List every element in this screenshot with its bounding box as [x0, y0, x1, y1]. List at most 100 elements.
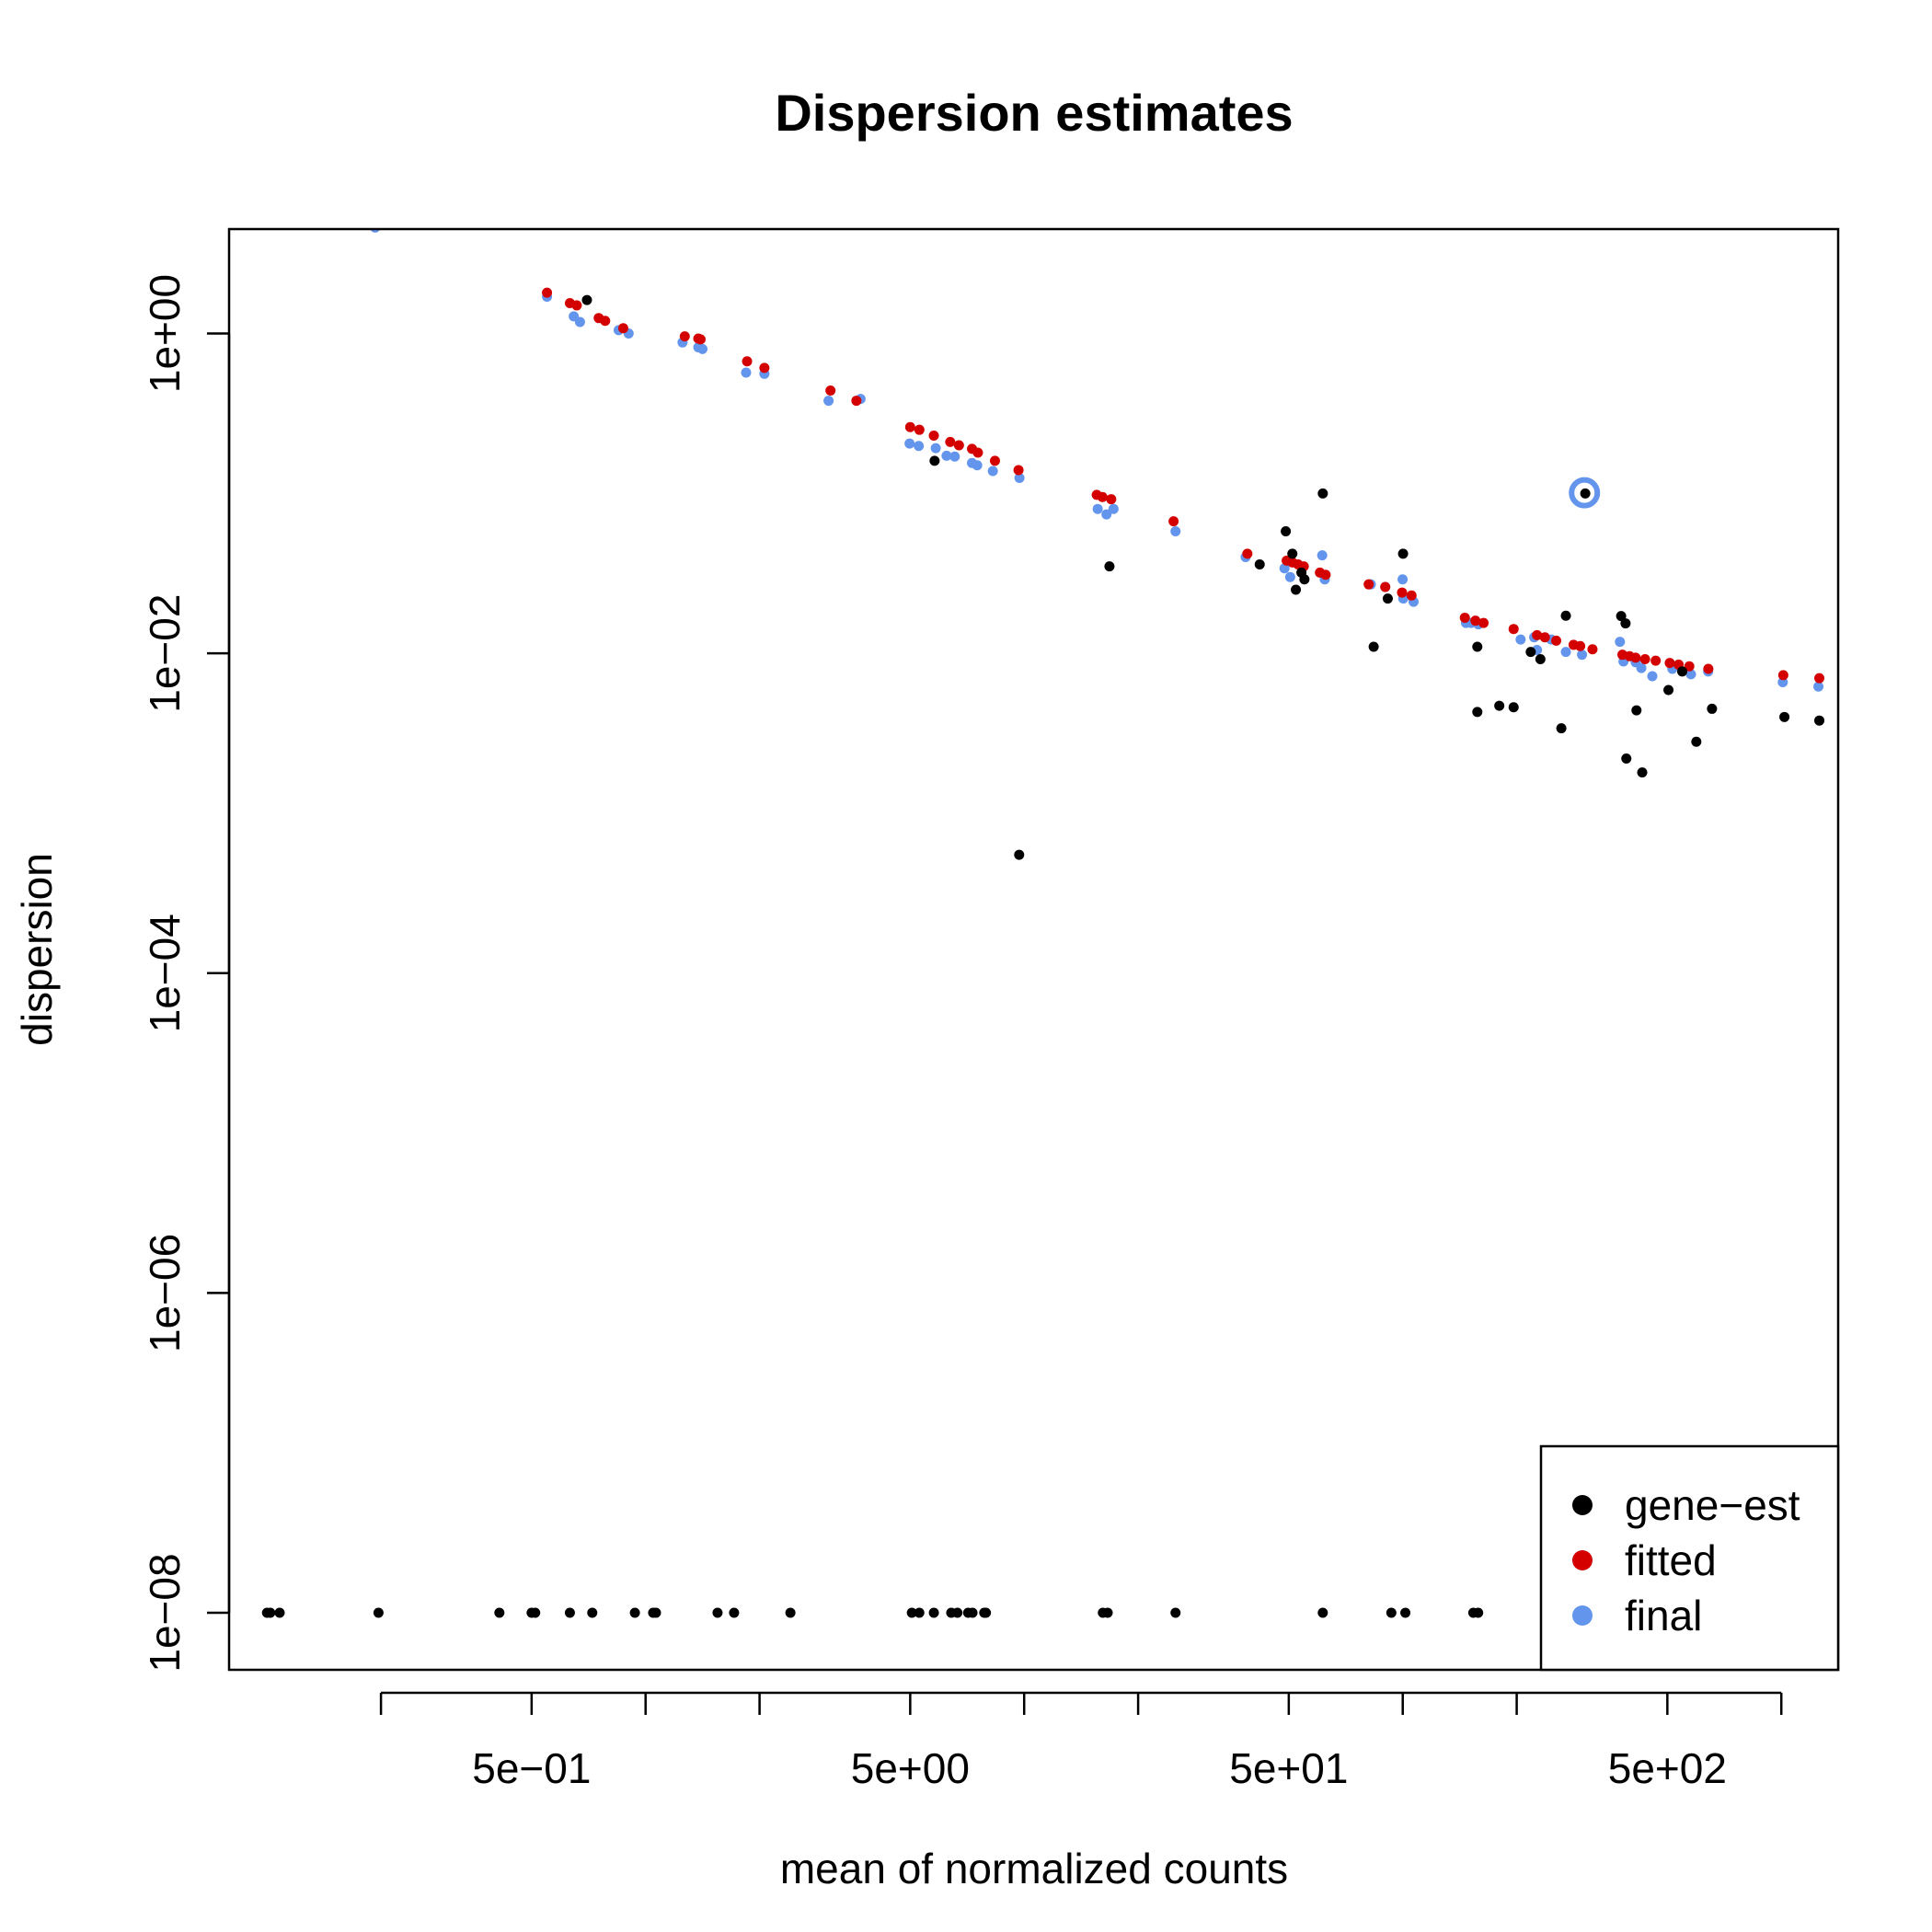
point-fitted — [1575, 640, 1586, 651]
point-fitted — [1777, 670, 1788, 681]
point-final — [741, 367, 752, 378]
point-fitted — [679, 331, 690, 342]
point-gene-est — [1525, 647, 1536, 658]
point-gene-est — [274, 1607, 285, 1618]
point-final — [1108, 503, 1119, 514]
point-final — [1636, 662, 1647, 673]
outlier-marker — [1569, 477, 1601, 509]
x-axis-label: mean of normalized counts — [780, 1845, 1288, 1892]
point-gene-est — [1637, 767, 1648, 778]
point-final — [1615, 637, 1626, 648]
point-gene-est — [1472, 641, 1483, 652]
point-fitted — [1380, 581, 1391, 592]
y-axis: 1e+00 1e−02 1e−04 1e−06 1e−08 — [141, 274, 231, 1673]
x-axis: 5e−01 5e+00 5e+01 5e+02 — [379, 1691, 1783, 1792]
y-tick-label: 1e+00 — [141, 274, 189, 393]
point-fitted — [1470, 615, 1481, 627]
point-gene-est — [1170, 1607, 1181, 1618]
point-final — [941, 450, 952, 461]
plot-area — [261, 229, 1825, 1618]
point-fitted — [904, 421, 915, 432]
plot-frame — [227, 227, 1840, 1672]
point-gene-est — [1631, 705, 1642, 716]
point-final — [1515, 634, 1526, 645]
point-gene-est — [1104, 561, 1115, 572]
legend-label-final: final — [1625, 1592, 1702, 1639]
y-axis-label: dispersion — [13, 853, 61, 1046]
point-fitted — [1684, 661, 1695, 672]
point-gene-est — [952, 1607, 963, 1618]
point-gene-est — [929, 455, 940, 466]
point-fitted — [1106, 494, 1117, 505]
point-gene-est — [1814, 715, 1825, 726]
point-fitted — [1664, 658, 1675, 669]
point-gene-est — [1616, 611, 1627, 622]
point-gene-est — [581, 294, 592, 305]
point-fitted — [1097, 491, 1108, 502]
point-gene-est — [1317, 1607, 1328, 1618]
point-final — [1813, 681, 1824, 692]
point-gene-est — [1779, 711, 1790, 722]
y-tick-label: 1e−06 — [141, 1234, 189, 1352]
point-fitted — [945, 436, 956, 447]
point-gene-est — [967, 1607, 978, 1618]
point-gene-est — [1397, 548, 1409, 559]
point-fitted — [742, 356, 753, 367]
point-gene-est — [1560, 610, 1571, 621]
point-gene-est — [729, 1607, 740, 1618]
point-final — [1317, 550, 1328, 561]
point-final — [904, 438, 915, 449]
point-gene-est — [906, 1607, 917, 1618]
point-gene-est — [1508, 702, 1519, 713]
point-final — [1577, 650, 1588, 661]
point-gene-est — [1473, 1607, 1484, 1618]
point-fitted — [1539, 632, 1550, 643]
point-gene-est — [1386, 1607, 1397, 1618]
point-final — [987, 466, 998, 477]
point-fitted — [1532, 629, 1543, 640]
series-gene-est — [261, 294, 1825, 1618]
point-gene-est — [1494, 700, 1505, 711]
point-final — [574, 316, 585, 328]
point-fitted — [1650, 655, 1662, 666]
point-final — [1397, 574, 1409, 585]
y-tick-label: 1e−02 — [141, 594, 189, 713]
point-gene-est — [914, 1607, 925, 1618]
point-gene-est — [1580, 488, 1591, 499]
point-gene-est — [1621, 753, 1632, 764]
legend: gene−est fitted final — [1539, 1444, 1840, 1672]
chart-title: Dispersion estimates — [775, 84, 1293, 142]
point-fitted — [1168, 516, 1179, 527]
point-fitted — [928, 430, 939, 441]
x-tick-label: 5e+01 — [1229, 1744, 1348, 1792]
point-final — [1014, 473, 1025, 484]
legend-label-fitted: fitted — [1625, 1536, 1717, 1584]
point-fitted — [851, 396, 862, 407]
x-tick-label: 5e+00 — [851, 1744, 970, 1792]
point-gene-est — [1299, 574, 1310, 585]
point-gene-est — [587, 1607, 598, 1618]
point-gene-est — [1287, 548, 1298, 559]
point-final — [930, 443, 941, 454]
point-gene-est — [785, 1607, 796, 1618]
point-gene-est — [494, 1607, 505, 1618]
point-final — [1560, 647, 1571, 658]
point-fitted — [600, 316, 611, 327]
point-final — [972, 460, 983, 471]
point-gene-est — [1691, 736, 1702, 747]
legend-marker-fitted — [1572, 1550, 1593, 1570]
point-gene-est — [1368, 641, 1379, 652]
y-tick-label: 1e−08 — [141, 1553, 189, 1672]
point-gene-est — [1102, 1607, 1113, 1618]
point-fitted — [914, 424, 925, 435]
point-gene-est — [373, 1607, 384, 1618]
point-gene-est — [981, 1607, 992, 1618]
point-fitted — [1242, 548, 1253, 559]
point-fitted — [1630, 652, 1641, 663]
point-gene-est — [1556, 723, 1567, 734]
legend-marker-gene-est — [1572, 1495, 1593, 1515]
x-tick-label: 5e+02 — [1608, 1744, 1727, 1792]
point-fitted — [571, 300, 582, 311]
point-final — [1647, 671, 1658, 682]
point-gene-est — [530, 1607, 541, 1618]
